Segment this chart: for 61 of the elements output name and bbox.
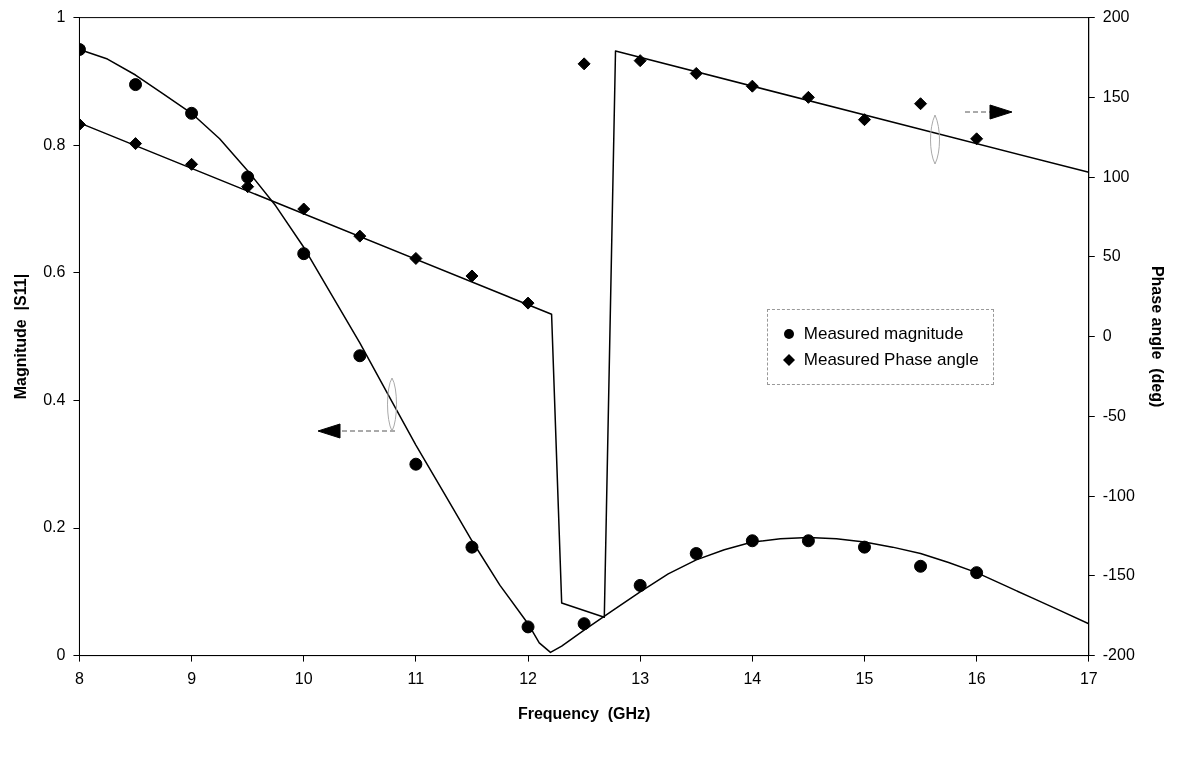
y2-tick-label: 150 [1102, 87, 1130, 105]
x-tick-label: 13 [631, 669, 650, 687]
y2-tick-label: -100 [1102, 486, 1135, 504]
point [353, 349, 367, 363]
y2-tick-label: -200 [1102, 646, 1135, 664]
y2-axis-title: Phase angle (deg) [1148, 265, 1166, 408]
y-tick-label: 0.2 [43, 518, 66, 536]
y2-tick-label: 200 [1102, 8, 1130, 26]
point [297, 202, 311, 216]
point [633, 578, 647, 592]
point [745, 534, 759, 548]
point [353, 229, 367, 243]
point [745, 79, 759, 93]
point [970, 132, 984, 146]
point [577, 617, 591, 631]
point [914, 559, 928, 573]
y-tick-label: 0.8 [43, 135, 66, 153]
point [297, 247, 311, 261]
point [185, 157, 199, 171]
x-tick-label: 10 [294, 669, 313, 687]
y2-tick-label: -50 [1102, 406, 1126, 424]
y-tick-label: 0.6 [43, 263, 66, 281]
point [521, 620, 535, 634]
x-axis-title: Frequency (GHz) [517, 704, 651, 722]
y2-tick-label: 100 [1102, 167, 1130, 185]
legend-label: Measured magnitude [803, 323, 964, 344]
x-tick-label: 17 [1079, 669, 1098, 687]
y-tick-label: 0.4 [43, 390, 66, 408]
point [129, 78, 143, 92]
y-tick-label: 1 [56, 8, 66, 26]
point [801, 90, 815, 104]
point [465, 540, 479, 554]
y2-tick-label: 50 [1102, 247, 1121, 265]
y-axis-title: Magnitude |S11| [12, 273, 30, 400]
point [801, 534, 815, 548]
point [857, 113, 871, 127]
point [857, 540, 871, 554]
x-tick-label: 12 [519, 669, 538, 687]
point [970, 566, 984, 580]
x-tick-label: 15 [855, 669, 874, 687]
x-tick-label: 16 [967, 669, 986, 687]
x-tick-label: 8 [74, 669, 84, 687]
point [521, 296, 535, 310]
x-tick-label: 14 [743, 669, 762, 687]
y-tick-label: 0 [56, 646, 66, 664]
y2-tick-label: -150 [1102, 566, 1135, 584]
point [633, 54, 647, 68]
legend-label: Measured Phase angle [803, 349, 979, 370]
point [241, 170, 255, 184]
point [129, 137, 143, 151]
point [914, 97, 928, 111]
point [689, 547, 703, 561]
y2-tick-label: 0 [1102, 327, 1112, 345]
point [465, 269, 479, 283]
point [689, 66, 703, 80]
point [577, 57, 591, 71]
x-tick-label: 9 [187, 669, 197, 687]
x-tick-label: 11 [407, 669, 425, 687]
point [409, 251, 423, 265]
point [409, 457, 423, 471]
point [185, 106, 199, 120]
